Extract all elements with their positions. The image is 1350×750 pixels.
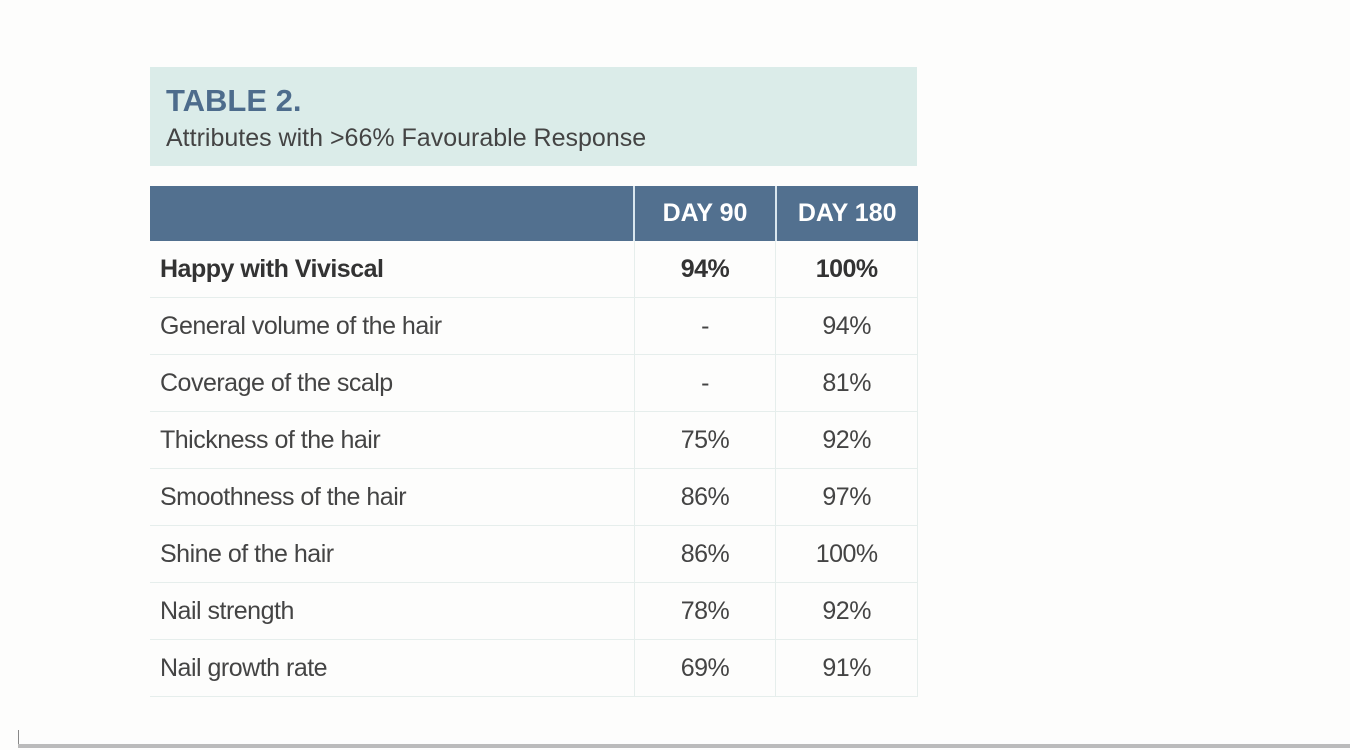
attribute-cell: Shine of the hair <box>150 525 635 583</box>
day180-cell: 100% <box>775 241 918 298</box>
day180-cell: 100% <box>775 525 918 583</box>
day90-cell: 78% <box>634 582 777 640</box>
header-day180: DAY 180 <box>775 186 918 241</box>
attribute-cell: Happy with Viviscal <box>150 241 635 298</box>
day90-cell: - <box>634 297 777 355</box>
attribute-cell: Thickness of the hair <box>150 411 635 469</box>
table-row: Smoothness of the hair 86% 97% <box>150 468 918 526</box>
attribute-cell: Nail strength <box>150 582 635 640</box>
day90-cell: 94% <box>634 241 777 298</box>
day180-cell: 97% <box>775 468 918 526</box>
table-caption: TABLE 2. Attributes with >66% Favourable… <box>150 67 917 166</box>
table-row: Nail growth rate 69% 91% <box>150 639 918 697</box>
day90-cell: 69% <box>634 639 777 697</box>
table-row: General volume of the hair -94% <box>150 297 918 355</box>
attribute-cell: Coverage of the scalp <box>150 354 635 412</box>
day180-cell: 92% <box>775 582 918 640</box>
day180-cell: 92% <box>775 411 918 469</box>
table-title: TABLE 2. <box>166 83 302 118</box>
attribute-cell: General volume of the hair <box>150 297 635 355</box>
day180-cell: 81% <box>775 354 918 412</box>
table-row: Thickness of the hair 75% 92% <box>150 411 918 469</box>
table-row: Happy with Viviscal 94% 100% <box>150 241 918 298</box>
page-edge <box>18 744 1350 748</box>
table-row: Nail strength 78% 92% <box>150 582 918 640</box>
day90-cell: 86% <box>634 525 777 583</box>
results-table: DAY 90 DAY 180 Happy with Viviscal 94% 100… <box>150 186 918 697</box>
attribute-cell: Smoothness of the hair <box>150 468 635 526</box>
table-subtitle: Attributes with >66% Favourable Response <box>166 124 647 152</box>
day90-cell: - <box>634 354 777 412</box>
day180-cell: 91% <box>775 639 918 697</box>
header-row: DAY 90 DAY 180 <box>150 186 918 241</box>
table-row: Shine of the hair 86% 100% <box>150 525 918 583</box>
day180-cell: 94% <box>775 297 918 355</box>
header-attribute <box>150 186 636 241</box>
day90-cell: 86% <box>634 468 777 526</box>
attribute-cell: Nail growth rate <box>150 639 635 697</box>
page-mark <box>18 730 19 746</box>
day90-cell: 75% <box>634 411 777 469</box>
table-row: Coverage of the scalp -81% <box>150 354 918 412</box>
header-day90: DAY 90 <box>634 186 777 241</box>
